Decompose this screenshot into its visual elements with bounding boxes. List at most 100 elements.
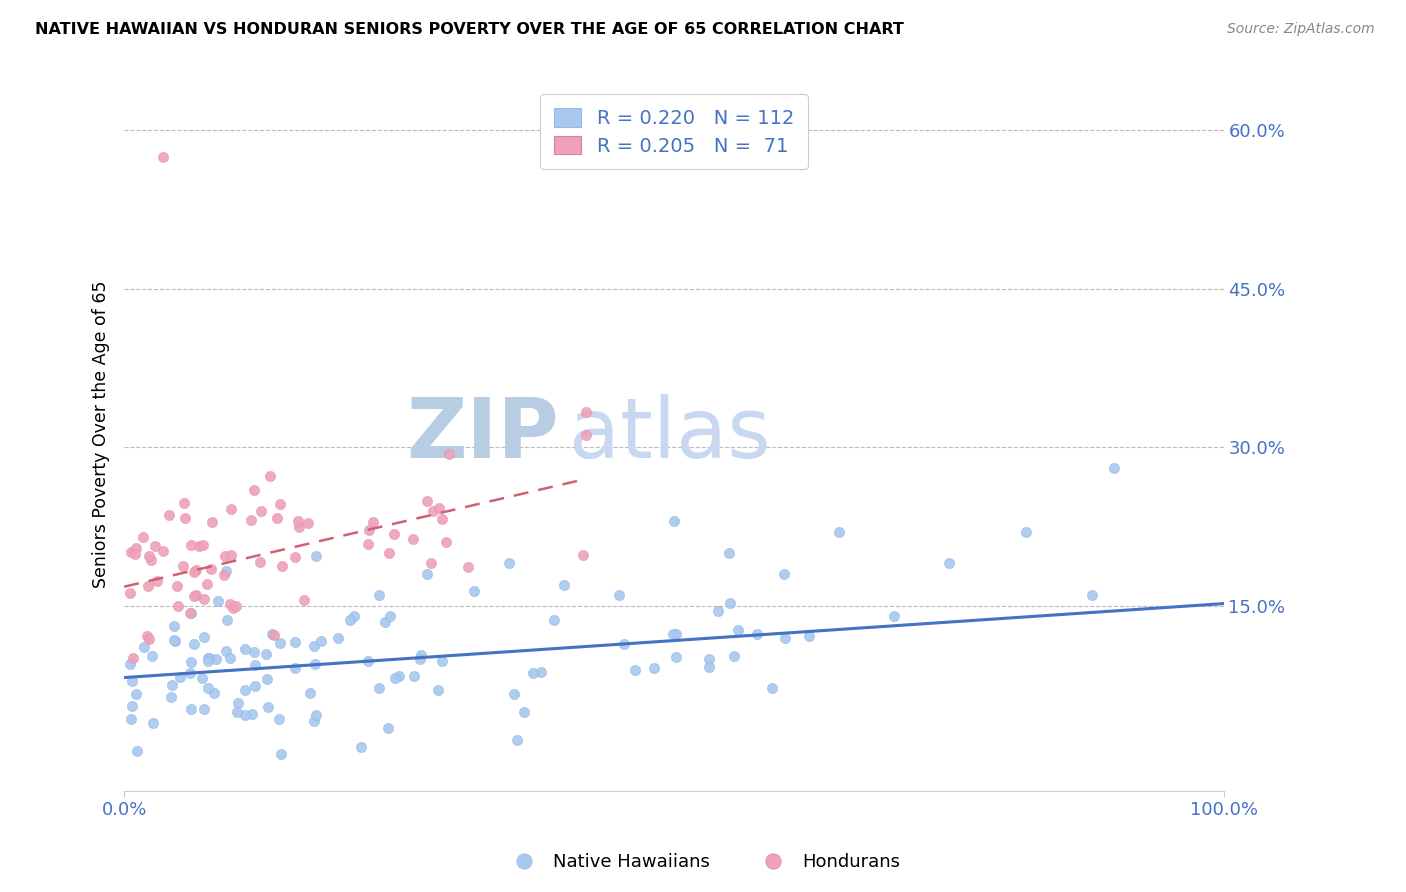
Point — [356, 537, 378, 551]
Point — [718, 596, 741, 610]
Point — [249, 555, 271, 569]
Point — [828, 524, 851, 539]
Point — [214, 643, 236, 657]
Point — [305, 708, 328, 723]
Point — [200, 562, 222, 576]
Point — [132, 530, 155, 544]
Point — [457, 559, 479, 574]
Point — [607, 588, 630, 602]
Point — [121, 651, 143, 665]
Point — [269, 713, 291, 727]
Point — [772, 567, 794, 582]
Point — [506, 733, 529, 747]
Point — [287, 514, 309, 528]
Point — [142, 716, 165, 731]
Point — [745, 626, 768, 640]
Point — [717, 546, 740, 560]
Point — [225, 705, 247, 719]
Text: NATIVE HAWAIIAN VS HONDURAN SENIORS POVERTY OVER THE AGE OF 65 CORRELATION CHART: NATIVE HAWAIIAN VS HONDURAN SENIORS POVE… — [35, 22, 904, 37]
Point — [162, 632, 184, 647]
Point — [416, 567, 439, 582]
Point — [197, 681, 219, 695]
Point — [665, 649, 688, 664]
Point — [761, 681, 783, 695]
Point — [938, 557, 960, 571]
Point — [707, 604, 730, 618]
Point — [205, 652, 228, 666]
Point — [357, 654, 380, 668]
Point — [543, 613, 565, 627]
Point — [254, 647, 277, 661]
Point — [427, 500, 450, 515]
Point — [384, 671, 406, 685]
Point — [118, 657, 141, 671]
Point — [409, 648, 432, 663]
Point — [773, 631, 796, 645]
Point — [183, 637, 205, 651]
Point — [141, 648, 163, 663]
Point — [160, 690, 183, 704]
Point — [263, 628, 285, 642]
Point — [662, 514, 685, 528]
Point — [121, 699, 143, 714]
Point — [138, 549, 160, 564]
Point — [174, 511, 197, 525]
Point — [193, 592, 215, 607]
Point — [207, 594, 229, 608]
Point — [146, 574, 169, 589]
Point — [402, 668, 425, 682]
Point — [350, 740, 373, 755]
Point — [284, 550, 307, 565]
Point — [184, 588, 207, 602]
Point — [219, 501, 242, 516]
Point — [697, 659, 720, 673]
Point — [193, 702, 215, 716]
Point — [522, 666, 544, 681]
Point — [214, 549, 236, 563]
Point — [240, 707, 263, 722]
Point — [124, 547, 146, 561]
Point — [152, 543, 174, 558]
Point — [198, 650, 221, 665]
Point — [135, 629, 157, 643]
Point — [512, 705, 534, 719]
Point — [378, 546, 401, 560]
Point — [359, 523, 381, 537]
Point — [727, 623, 749, 637]
Point — [180, 702, 202, 716]
Point — [665, 627, 688, 641]
Point — [430, 512, 453, 526]
Point — [298, 686, 321, 700]
Point — [143, 540, 166, 554]
Point — [180, 606, 202, 620]
Point — [121, 674, 143, 689]
Point — [1080, 588, 1102, 602]
Point — [288, 520, 311, 534]
Point — [245, 679, 267, 693]
Point — [172, 558, 194, 573]
Point — [215, 564, 238, 578]
Point — [179, 666, 201, 681]
Point — [193, 631, 215, 645]
Point — [368, 588, 391, 602]
Point — [160, 678, 183, 692]
Point — [498, 557, 520, 571]
Point — [439, 447, 461, 461]
Point — [124, 687, 146, 701]
Point — [214, 567, 236, 582]
Point — [162, 618, 184, 632]
Point — [326, 632, 349, 646]
Point — [284, 635, 307, 649]
Point — [302, 714, 325, 729]
Point — [297, 516, 319, 530]
Point — [1102, 461, 1125, 475]
Point — [243, 645, 266, 659]
Point — [292, 592, 315, 607]
Point — [132, 640, 155, 654]
Point — [125, 744, 148, 758]
Point — [201, 515, 224, 529]
Point — [243, 483, 266, 497]
Point — [530, 665, 553, 680]
Point — [402, 532, 425, 546]
Point — [339, 613, 361, 627]
